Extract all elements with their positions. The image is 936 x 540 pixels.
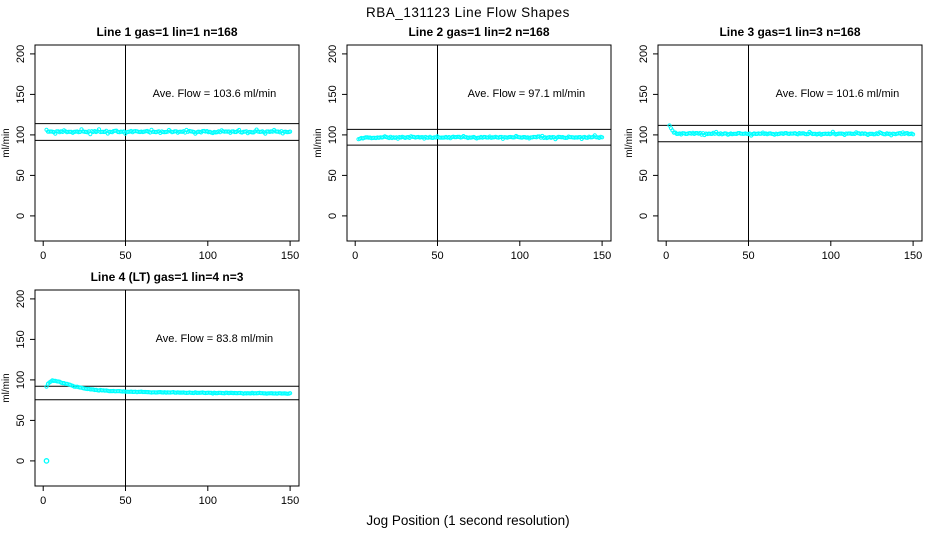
y-axis-label: ml/min (313, 128, 324, 157)
x-tick-label: 0 (663, 250, 669, 262)
x-axis-label: Jog Position (1 second resolution) (366, 513, 570, 528)
y-tick-label: 0 (327, 213, 339, 219)
x-tick-label: 0 (40, 250, 46, 262)
x-tick-label: 100 (199, 495, 217, 507)
y-tick-label: 150 (15, 330, 27, 348)
ave-flow-annotation: Ave. Flow = 103.6 ml/min (153, 88, 277, 100)
y-tick-label: 50 (15, 414, 27, 426)
data-point (550, 135, 555, 140)
ave-flow-annotation: Ave. Flow = 101.6 ml/min (776, 88, 900, 100)
y-tick-label: 150 (638, 85, 650, 103)
y-tick-label: 200 (327, 45, 339, 63)
panel-line-3: 0 50 100 150 0 50 100 150 200 ml/min Ave. Flow = 1… (623, 20, 935, 268)
x-tick-label: 100 (199, 250, 217, 262)
y-tick-label: 100 (15, 371, 27, 389)
x-tick-label: 150 (593, 250, 611, 262)
ave-flow-annotation: Ave. Flow = 83.8 ml/min (156, 333, 273, 345)
panel-line-1: 0 50 100 150 0 50 100 150 200 ml/min Ave. Flow = 1… (0, 20, 312, 268)
plot-box (346, 44, 612, 242)
data-points (43, 378, 293, 464)
panel-line-4-title: Line 4 (LT) gas=1 lin=4 n=3 (90, 270, 244, 284)
data-point (911, 132, 916, 137)
y-axis-label: ml/min (1, 373, 12, 402)
y-axis-label: ml/min (1, 128, 12, 157)
panel-line-4-canvas: 0 50 100 150 0 50 100 150 200 ml/min Ave. Flow = 8… (1, 289, 300, 507)
y-tick-label: 150 (327, 85, 339, 103)
y-tick-label: 50 (15, 169, 27, 181)
panel-line-2-canvas: 0 50 100 150 0 50 100 150 200 ml/min Ave. Flow = 9… (313, 44, 612, 262)
x-tick-label: 50 (742, 250, 754, 262)
y-tick-label: 100 (15, 126, 27, 144)
y-tick-label: 200 (638, 45, 650, 63)
panel-line-3-canvas: 0 50 100 150 0 50 100 150 200 ml/min Ave. Flow = 1… (624, 44, 923, 262)
y-tick-label: 0 (15, 213, 27, 219)
data-point (288, 129, 293, 134)
y-axis-label: ml/min (624, 128, 635, 157)
panel-line-2: 0 50 100 150 0 50 100 150 200 ml/min Ave. Flow = 9… (312, 20, 624, 268)
panel-line-2-title: Line 2 gas=1 lin=2 n=168 (408, 25, 550, 39)
outlier-point (43, 458, 50, 464)
x-tick-label: 50 (431, 250, 443, 262)
panel-line-1-canvas: 0 50 100 150 0 50 100 150 200 ml/min Ave. Flow = 1… (1, 44, 300, 262)
plot-box (657, 44, 923, 242)
plot-box (34, 289, 300, 487)
x-tick-label: 150 (281, 495, 299, 507)
x-tick-label: 0 (352, 250, 358, 262)
ave-flow-annotation: Ave. Flow = 97.1 ml/min (468, 88, 585, 100)
data-point (600, 135, 605, 140)
y-tick-label: 50 (638, 169, 650, 181)
y-tick-label: 0 (15, 458, 27, 464)
y-tick-label: 200 (15, 45, 27, 63)
data-points (356, 133, 605, 142)
panel-line-3-title: Line 3 gas=1 lin=3 n=168 (719, 25, 861, 39)
y-tick-label: 100 (638, 126, 650, 144)
y-tick-label: 200 (15, 290, 27, 308)
plot-box (34, 44, 300, 242)
y-tick-label: 150 (15, 85, 27, 103)
x-tick-label: 100 (511, 250, 529, 262)
y-tick-label: 100 (327, 126, 339, 144)
x-tick-label: 150 (904, 250, 922, 262)
panel-line-1-title: Line 1 gas=1 lin=1 n=168 (96, 25, 238, 39)
data-point (288, 391, 293, 396)
x-tick-label: 0 (40, 495, 46, 507)
data-points (44, 127, 293, 137)
x-tick-label: 150 (281, 250, 299, 262)
data-points (667, 123, 916, 138)
x-tick-label: 50 (119, 250, 131, 262)
x-tick-label: 50 (119, 495, 131, 507)
x-tick-label: 100 (822, 250, 840, 262)
data-point (497, 134, 503, 140)
y-tick-label: 0 (638, 213, 650, 219)
figure-title: RBA_131123 Line Flow Shapes (366, 5, 570, 20)
y-tick-label: 50 (327, 169, 339, 181)
panel-line-4: 0 50 100 150 0 50 100 150 200 ml/min Ave. Flow = 8… (0, 265, 312, 513)
